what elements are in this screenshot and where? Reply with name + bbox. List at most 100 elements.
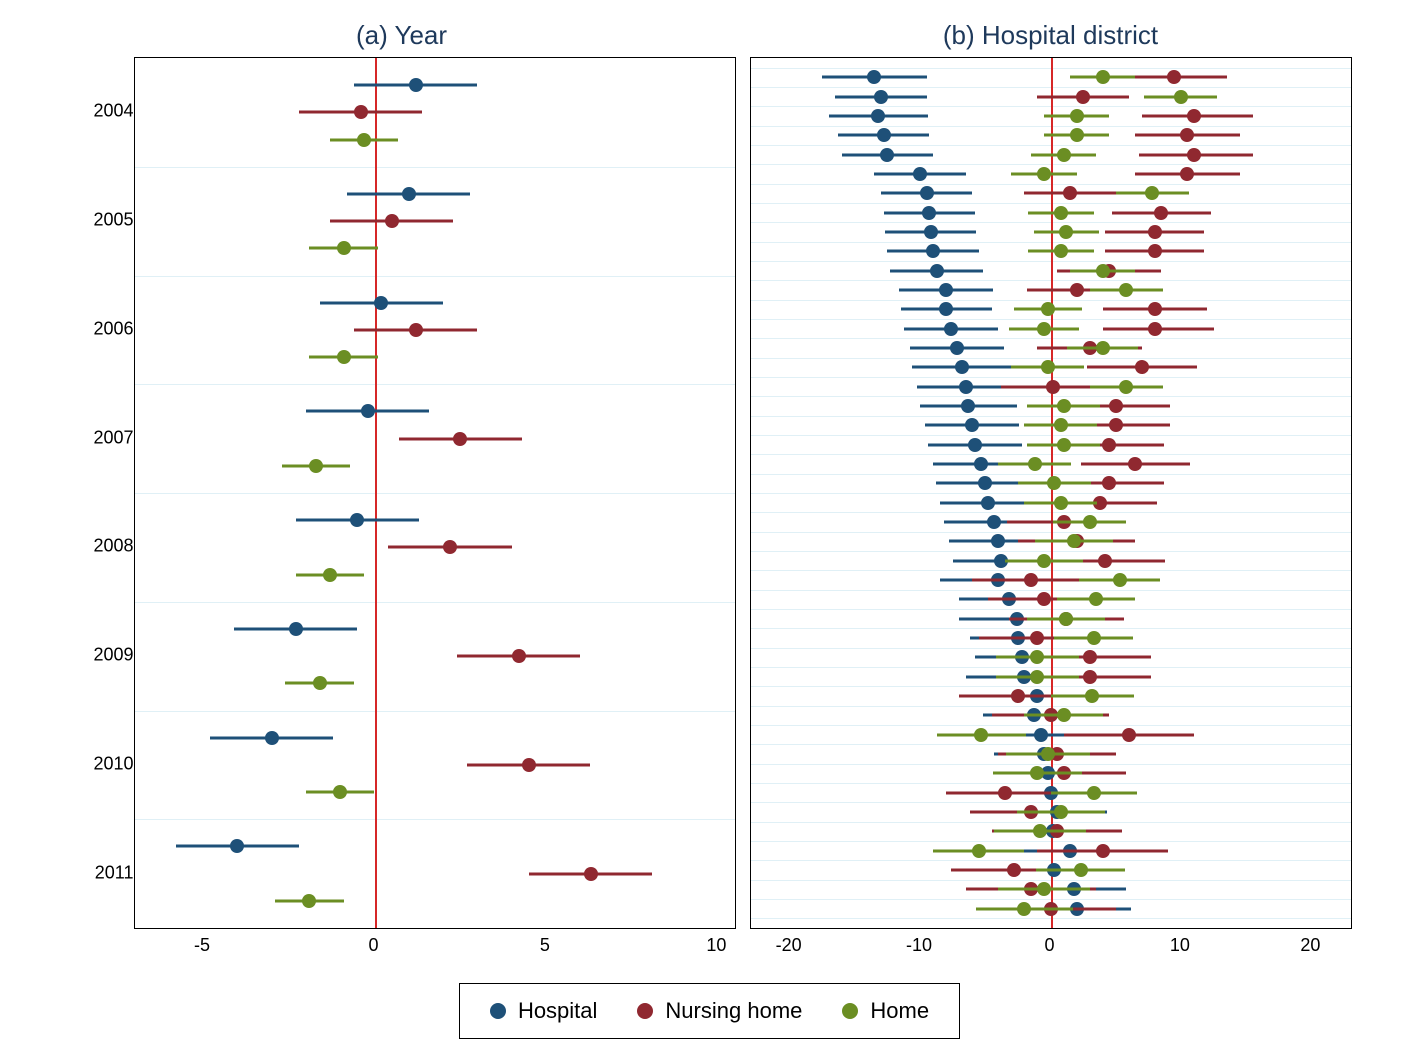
- point-marker: [1041, 302, 1055, 316]
- point-marker: [1096, 341, 1110, 355]
- point-marker: [972, 844, 986, 858]
- point-marker: [939, 283, 953, 297]
- point-marker: [913, 167, 927, 181]
- point-marker: [978, 476, 992, 490]
- point-marker: [1057, 399, 1071, 413]
- point-marker: [922, 206, 936, 220]
- point-marker: [1030, 650, 1044, 664]
- point-marker: [1070, 128, 1084, 142]
- panel-a-title: (a) Year: [356, 20, 447, 51]
- panel-b: (b) Hospital district -20-1001020: [750, 20, 1352, 961]
- point-marker: [1046, 380, 1060, 394]
- point-marker: [930, 264, 944, 278]
- legend-item-home: Home: [842, 998, 929, 1024]
- panel-b-plot: [750, 57, 1352, 929]
- point-marker: [1167, 70, 1181, 84]
- legend-label: Hospital: [518, 998, 597, 1024]
- point-marker: [998, 786, 1012, 800]
- point-marker: [1119, 283, 1133, 297]
- gridline: [135, 711, 735, 712]
- xtick-label: -20: [776, 935, 802, 956]
- ytick-label: 2005: [93, 210, 133, 231]
- point-marker: [1096, 844, 1110, 858]
- point-marker: [230, 839, 244, 853]
- point-marker: [1074, 863, 1088, 877]
- point-marker: [1034, 728, 1048, 742]
- point-marker: [944, 322, 958, 336]
- panels-row: (a) Year 2004200520062007200820092010201…: [68, 20, 1352, 961]
- point-marker: [361, 404, 375, 418]
- point-marker: [1059, 225, 1073, 239]
- xtick-label: -5: [194, 935, 210, 956]
- point-marker: [313, 676, 327, 690]
- panel-a-plot: [134, 57, 736, 929]
- point-marker: [1148, 244, 1162, 258]
- point-marker: [1187, 109, 1201, 123]
- point-marker: [1085, 689, 1099, 703]
- point-marker: [955, 360, 969, 374]
- point-marker: [1087, 631, 1101, 645]
- figure: (a) Year 2004200520062007200820092010201…: [20, 20, 1399, 1039]
- point-marker: [1180, 167, 1194, 181]
- point-marker: [302, 894, 316, 908]
- point-marker: [333, 785, 347, 799]
- point-marker: [1128, 457, 1142, 471]
- point-marker: [385, 214, 399, 228]
- gridline: [135, 493, 735, 494]
- panel-a-yaxis: 20042005200620072008200920102011: [68, 57, 134, 927]
- point-marker: [409, 323, 423, 337]
- point-marker: [867, 70, 881, 84]
- point-marker: [1119, 380, 1133, 394]
- point-marker: [1076, 90, 1090, 104]
- point-marker: [1098, 554, 1112, 568]
- point-marker: [265, 731, 279, 745]
- point-marker: [337, 241, 351, 255]
- point-marker: [309, 459, 323, 473]
- point-marker: [1030, 766, 1044, 780]
- point-marker: [965, 418, 979, 432]
- point-marker: [584, 867, 598, 881]
- point-marker: [1037, 322, 1051, 336]
- point-marker: [1096, 264, 1110, 278]
- panel-b-xaxis: -20-1001020: [750, 929, 1350, 961]
- point-marker: [354, 105, 368, 119]
- point-marker: [939, 302, 953, 316]
- point-marker: [1148, 302, 1162, 316]
- legend-item-hospital: Hospital: [490, 998, 597, 1024]
- legend-dot-icon: [637, 1003, 653, 1019]
- legend-label: Home: [870, 998, 929, 1024]
- point-marker: [1030, 670, 1044, 684]
- point-marker: [1037, 592, 1051, 606]
- gridline: [135, 602, 735, 603]
- point-marker: [1057, 148, 1071, 162]
- point-marker: [1180, 128, 1194, 142]
- point-marker: [453, 432, 467, 446]
- point-marker: [337, 350, 351, 364]
- xtick-label: 10: [706, 935, 726, 956]
- point-marker: [522, 758, 536, 772]
- point-marker: [1057, 708, 1071, 722]
- point-marker: [1033, 824, 1047, 838]
- legend-dot-icon: [490, 1003, 506, 1019]
- point-marker: [1067, 534, 1081, 548]
- point-marker: [402, 187, 416, 201]
- point-marker: [1028, 457, 1042, 471]
- point-marker: [961, 399, 975, 413]
- legend: HospitalNursing homeHome: [459, 983, 960, 1039]
- point-marker: [1187, 148, 1201, 162]
- point-marker: [874, 90, 888, 104]
- point-marker: [1096, 70, 1110, 84]
- point-marker: [1037, 554, 1051, 568]
- point-marker: [968, 438, 982, 452]
- gridline: [135, 384, 735, 385]
- point-marker: [1083, 515, 1097, 529]
- point-marker: [1011, 689, 1025, 703]
- xtick-label: 0: [1044, 935, 1054, 956]
- panel-a-xaxis: -50510: [134, 929, 734, 961]
- point-marker: [1145, 186, 1159, 200]
- point-marker: [1109, 418, 1123, 432]
- point-marker: [987, 515, 1001, 529]
- point-marker: [1148, 322, 1162, 336]
- point-marker: [1109, 399, 1123, 413]
- point-marker: [1047, 476, 1061, 490]
